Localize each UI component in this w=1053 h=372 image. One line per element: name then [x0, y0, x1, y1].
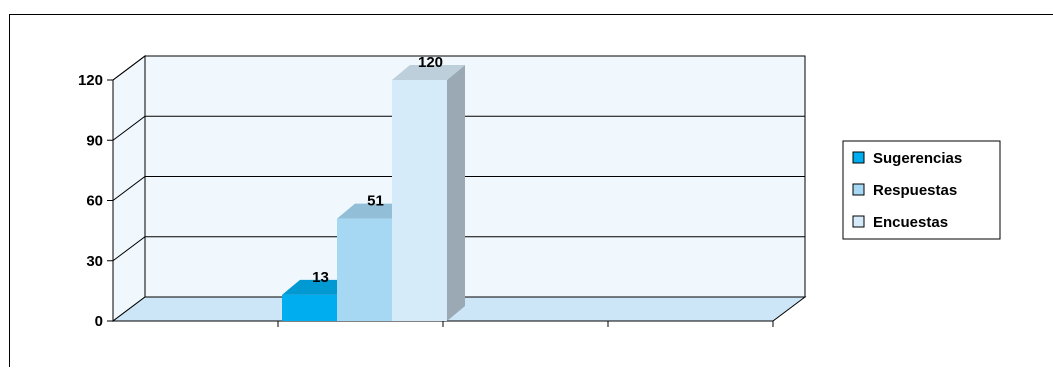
legend-label: Respuestas: [873, 182, 957, 199]
legend-swatch: [853, 152, 864, 163]
y-tick-label: 30: [86, 253, 103, 270]
data-label: 13: [312, 269, 329, 286]
bar-front-face: [282, 295, 337, 321]
y-tick-label: 90: [86, 132, 103, 149]
bar-encuestas: [392, 65, 465, 321]
legend-label: Encuestas: [873, 214, 948, 231]
legend-swatch: [853, 216, 864, 227]
bar-side-face: [447, 65, 465, 321]
data-label: 51: [367, 193, 384, 210]
legend-swatch: [853, 184, 864, 195]
bar-front-face: [337, 219, 392, 321]
legend-label: Sugerencias: [873, 150, 962, 167]
y-tick-label: 60: [86, 193, 103, 210]
y-tick-label: 120: [78, 72, 103, 89]
y-tick-label: 0: [95, 313, 103, 330]
legend: Sugerencias Respuestas Encuestas: [843, 141, 1000, 239]
data-label: 120: [418, 54, 443, 71]
bar-front-face: [392, 80, 447, 321]
